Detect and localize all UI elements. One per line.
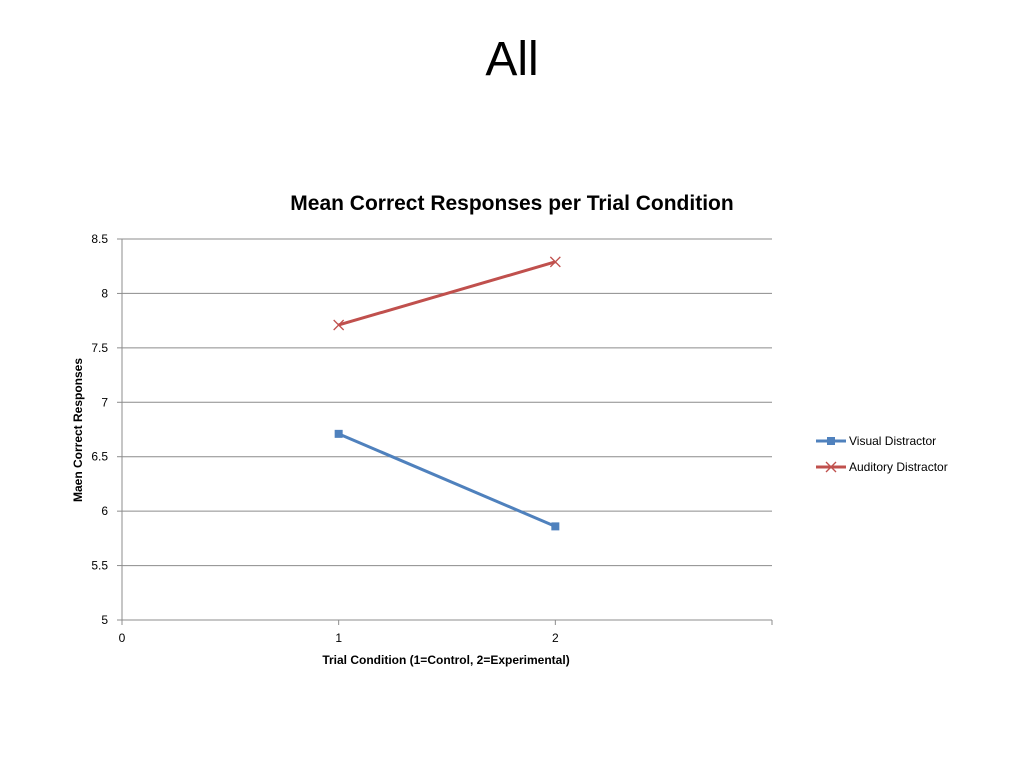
legend-item-visual-distractor: Visual Distractor <box>816 434 936 448</box>
x-tick-label: 0 <box>119 631 126 645</box>
tick-labels: 5 5.5 6 6.5 7 7.5 8 8.5 0 1 2 <box>91 232 559 645</box>
legend-item-auditory-distractor: Auditory Distractor <box>816 460 948 474</box>
data-point-visual-distractor <box>334 429 343 438</box>
legend-marker <box>825 461 837 473</box>
y-tick-label: 5.5 <box>91 559 108 573</box>
y-axis-label: Maen Correct Responses <box>71 358 85 502</box>
legend: Visual Distractor Auditory Distractor <box>816 434 948 474</box>
legend-marker <box>827 437 835 445</box>
series-line-visual-distractor <box>338 432 556 528</box>
y-tick-label: 6 <box>101 504 108 518</box>
data-point-auditory-distractor-stroke <box>333 319 345 331</box>
y-tick-label: 7 <box>101 395 108 409</box>
y-tick-label: 5 <box>101 613 108 627</box>
axes <box>117 238 773 625</box>
data-point-auditory-distractor-stroke <box>549 256 561 268</box>
y-tick-label: 7.5 <box>91 341 108 355</box>
x-tick-label: 2 <box>552 631 559 645</box>
series-line-auditory-distractor <box>338 260 556 327</box>
y-tick-label: 8 <box>101 286 108 300</box>
series <box>333 256 561 531</box>
slide-title: All <box>485 33 539 86</box>
y-tick-label: 6.5 <box>91 450 108 464</box>
gridlines <box>122 238 772 567</box>
legend-marker-stroke <box>825 461 837 473</box>
data-point-auditory-distractor <box>333 319 345 331</box>
data-point-visual-distractor <box>551 522 560 531</box>
x-tick-label: 1 <box>335 631 342 645</box>
y-tick-label: 8.5 <box>91 232 108 246</box>
legend-label: Auditory Distractor <box>849 460 948 474</box>
x-axis-label: Trial Condition (1=Control, 2=Experiment… <box>322 653 569 667</box>
data-point-auditory-distractor <box>549 256 561 268</box>
chart-title: Mean Correct Responses per Trial Conditi… <box>290 192 734 215</box>
legend-label: Visual Distractor <box>849 434 936 448</box>
